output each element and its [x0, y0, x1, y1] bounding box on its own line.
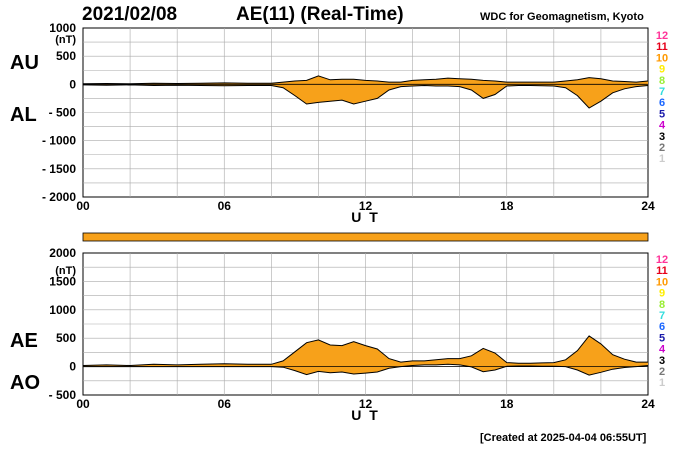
bottom-xtick-label: 00	[76, 397, 90, 411]
legend-item: 11	[656, 265, 668, 277]
top-ytick-label: 500	[56, 49, 76, 63]
ae-ao-panel: 2000 1500 1000 500 0 - 500 (nT) 00 06 12 18 24 U T	[49, 246, 655, 423]
top-x-axis-label: U T	[351, 209, 380, 225]
top-xtick-label: 00	[76, 199, 90, 213]
bottom-xtick-label: 06	[218, 397, 232, 411]
legend-item: 1	[659, 153, 665, 165]
legend-item: 6	[659, 321, 665, 333]
top-xtick-label: 18	[500, 199, 514, 213]
top-xtick-label: 06	[218, 199, 232, 213]
top-filled-band	[83, 75, 648, 108]
top-xtick-label: 24	[641, 199, 655, 213]
bottom-ytick-label: - 500	[49, 388, 77, 402]
bottom-ytick-label: 2000	[49, 246, 76, 260]
legend-item: 1	[659, 377, 665, 389]
legend-item: 12	[656, 30, 668, 42]
legend-item: 4	[659, 344, 666, 356]
bottom-y-unit-label: (nT)	[55, 265, 76, 277]
bottom-xtick-label: 18	[500, 397, 514, 411]
top-ytick-label: - 1500	[42, 162, 76, 176]
legend-item: 7	[659, 86, 665, 98]
legend-item: 2	[659, 366, 665, 378]
bottom-xtick-label: 24	[641, 397, 655, 411]
bottom-x-axis-label: U T	[351, 407, 380, 423]
legend-item: 12	[656, 254, 668, 266]
bottom-ytick-label: 500	[56, 331, 76, 345]
legend-item: 9	[659, 288, 665, 300]
date-label: 2021/02/08	[82, 4, 178, 25]
top-ytick-label: - 1000	[42, 134, 76, 148]
legend-item: 2	[659, 142, 665, 154]
top-ytick-label: - 2000	[42, 190, 76, 204]
ae-label: AE	[10, 330, 38, 352]
series-line-al	[82, 84, 649, 109]
legend-item: 8	[659, 75, 665, 87]
created-timestamp: [Created at 2025-04-04 06:55UT]	[480, 432, 647, 444]
bottom-xtick-label: 12	[359, 397, 373, 411]
legend-item: 5	[659, 108, 665, 120]
legend-item: 3	[659, 131, 665, 143]
series-line-au	[82, 75, 649, 85]
top-xtick-label: 12	[359, 199, 373, 213]
top-ytick-label: 0	[69, 77, 76, 91]
chart-title: AE(11) (Real-Time)	[236, 4, 404, 25]
top-ytick-label: - 500	[49, 106, 77, 120]
ao-label: AO	[10, 372, 40, 394]
series-line-ao	[83, 363, 649, 376]
bottom-ytick-label: 0	[69, 360, 76, 374]
au-al-panel: 1000 500 0 - 500 - 1000 - 1500 - 2000 (nT) 00 06 1…	[42, 21, 655, 225]
au-label: AU	[10, 52, 39, 74]
legend-item: 7	[659, 310, 665, 322]
legend-item: 4	[659, 120, 666, 132]
source-label: WDC for Geomagnetism, Kyoto	[480, 11, 644, 23]
legend-item: 5	[659, 332, 665, 344]
legend-item: 10	[656, 276, 668, 288]
bottom-ytick-label: 1000	[49, 303, 76, 317]
legend-item: 9	[659, 64, 665, 76]
bottom-ytick-label: 1500	[49, 274, 76, 288]
legend-item: 11	[656, 41, 668, 53]
legend-item: 3	[659, 355, 665, 367]
top-ytick-label: 1000	[49, 21, 76, 35]
legend-item: 6	[659, 97, 665, 109]
series-line-ae	[82, 335, 648, 367]
top-y-unit-label: (nT)	[55, 34, 76, 46]
legend-item: 8	[659, 299, 665, 311]
legend-item: 10	[656, 52, 668, 64]
al-label: AL	[10, 104, 37, 126]
bottom-filled-band	[83, 335, 648, 376]
data-availability-bar	[82, 232, 649, 242]
